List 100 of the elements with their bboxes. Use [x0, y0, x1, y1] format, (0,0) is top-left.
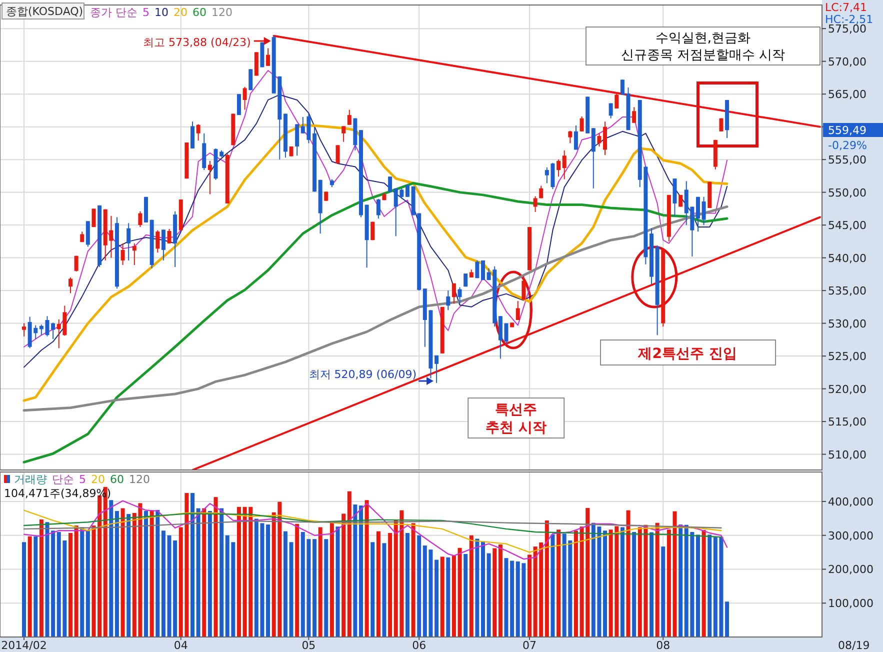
candlestick — [702, 196, 706, 226]
bar — [266, 524, 270, 637]
text: 120 — [212, 6, 232, 19]
candlestick — [208, 160, 212, 195]
candlestick — [475, 260, 480, 279]
bar — [342, 514, 346, 637]
bar — [434, 560, 439, 637]
y-tick-label: 565,00 — [828, 88, 866, 102]
y-tick-label: 545,00 — [828, 219, 866, 232]
bar — [725, 602, 730, 637]
bar — [347, 491, 352, 637]
y-tick-label: 570,00 — [828, 55, 866, 68]
candlestick — [22, 322, 26, 337]
y-tick-label: 400,000 — [828, 495, 874, 508]
text: LC:7,41 — [825, 1, 868, 14]
candlestick — [574, 125, 578, 150]
candlestick — [242, 86, 247, 110]
bar — [39, 519, 44, 637]
candlestick — [539, 185, 544, 199]
candlestick — [254, 52, 258, 76]
candlestick — [533, 196, 538, 212]
bar — [411, 523, 416, 637]
y-tick-label: 555,00 — [828, 154, 866, 167]
annotation: 최저 520,89 (06/09) — [308, 368, 417, 381]
candlestick — [516, 300, 520, 321]
candlestick — [458, 286, 462, 304]
candlestick — [608, 102, 613, 119]
bar — [190, 493, 194, 637]
candlestick — [603, 121, 608, 156]
bar — [126, 514, 131, 637]
candlestick — [196, 124, 200, 142]
bar — [382, 543, 386, 637]
bar — [702, 530, 706, 637]
text: 120 — [129, 473, 150, 486]
candlestick — [161, 229, 166, 261]
bar — [544, 520, 549, 637]
bar — [353, 504, 358, 637]
candlestick — [405, 184, 410, 198]
candlestick — [336, 144, 340, 164]
x-tick-label: 08 — [656, 639, 670, 652]
text: 20 — [174, 6, 188, 19]
line-series — [23, 500, 728, 560]
candlestick — [132, 242, 136, 266]
text: 5 — [142, 6, 150, 19]
candlestick — [190, 121, 194, 149]
annotation: 수익실현,현금화 신규종목 저점분할매수 시작 — [620, 31, 786, 63]
x-tick-label: 2014/02 — [1, 639, 47, 652]
line-series — [23, 513, 722, 538]
candlestick — [92, 208, 96, 228]
bar — [236, 506, 241, 637]
bar — [214, 497, 218, 637]
y-tick-label: 510,00 — [828, 448, 866, 462]
legend-title: 단순 — [52, 473, 74, 486]
bar — [68, 532, 72, 637]
bar — [324, 539, 328, 637]
candlestick — [156, 230, 160, 254]
candlestick — [556, 159, 561, 178]
line-series — [23, 520, 722, 530]
bar — [51, 530, 56, 637]
bar — [458, 548, 462, 637]
bar — [510, 560, 514, 637]
bar — [556, 530, 561, 637]
bar — [678, 524, 683, 637]
bar — [498, 544, 502, 637]
bar — [655, 522, 660, 637]
candlestick — [120, 242, 125, 266]
bar — [150, 510, 154, 637]
candlestick — [376, 198, 380, 220]
bar — [80, 527, 84, 637]
bar — [481, 541, 486, 637]
text: 08/19 — [838, 639, 870, 652]
y-tick-label: 100,000 — [828, 597, 874, 610]
x-tick-label: 04 — [174, 639, 188, 652]
bar — [492, 548, 497, 637]
bar — [109, 500, 114, 637]
text: 20 — [91, 473, 105, 486]
bar — [295, 524, 300, 637]
candlestick — [86, 220, 90, 248]
bar — [144, 510, 148, 637]
text: 5 — [79, 473, 86, 486]
candlestick — [568, 130, 572, 144]
y-tick-label: 535,00 — [828, 284, 866, 298]
candlestick — [614, 92, 619, 109]
candlestick — [324, 191, 328, 202]
bar — [469, 535, 474, 637]
bar — [202, 508, 206, 637]
bar — [440, 556, 444, 637]
y-tick-label: 520,00 — [828, 382, 866, 396]
bar — [120, 508, 125, 637]
candlestick — [342, 126, 346, 142]
legend-title: 종가 단순 — [90, 6, 138, 19]
bar — [86, 530, 90, 637]
candlestick — [295, 124, 300, 156]
candlestick — [452, 282, 456, 304]
bar — [405, 532, 410, 637]
x-tick-label: 05 — [302, 639, 316, 652]
chart-title: 종합(KOSDAQ) — [6, 5, 84, 18]
text: 60 — [192, 6, 206, 19]
bar — [527, 554, 532, 637]
bar — [446, 557, 450, 637]
